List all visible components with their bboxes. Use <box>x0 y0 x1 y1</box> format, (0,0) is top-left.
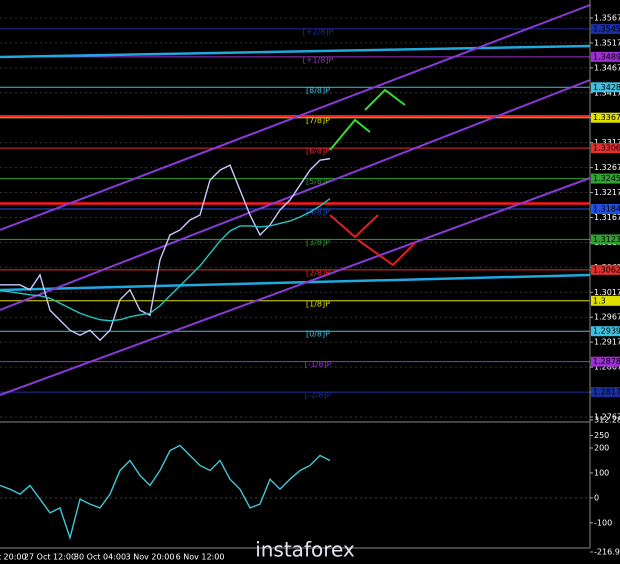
price-tag-label: 1.3545 <box>593 24 620 33</box>
x-tick-label: 6 Nov 12:00 <box>176 553 225 562</box>
watermark: instaforex <box>255 538 355 562</box>
price-tag-label: 1.2817 <box>593 388 620 397</box>
x-tick-label: 3 Nov 20:00 <box>126 553 175 562</box>
price-tag-label: 1.3 <box>593 296 606 305</box>
long-trend-line <box>0 273 591 292</box>
y-tick-label: 1.3517 <box>594 38 620 47</box>
level-label: [3/8]P <box>306 238 330 247</box>
y-tick-label: 250 <box>594 431 609 440</box>
level-label: [8/8]P <box>306 86 330 95</box>
price-tag <box>591 234 620 245</box>
x-tick-label: 30 Oct 04:00 <box>74 553 126 562</box>
x-tick-label: 27 Oct 12:00 <box>24 553 76 562</box>
up-arrow <box>329 118 371 151</box>
y-tick-label: 1.3017 <box>594 288 620 297</box>
price-tag <box>591 23 620 34</box>
channel-line <box>0 79 591 311</box>
price-tag-label: 1.3245 <box>593 174 620 183</box>
y-tick-label: 0 <box>594 493 599 502</box>
y-tick-label: 1.3267 <box>594 163 620 172</box>
level-label: [5/8]P <box>306 177 330 186</box>
price-tag-label: 1.3306 <box>593 144 620 153</box>
price-tag-label: 1.3184 <box>593 205 620 214</box>
price-tag <box>591 356 620 367</box>
price-tag <box>591 264 620 275</box>
y-tick-label: 1.3167 <box>594 213 620 222</box>
y-tick-label: 100 <box>594 468 609 477</box>
series-line <box>0 197 331 322</box>
price-tag <box>591 204 620 215</box>
price-tag <box>591 173 620 184</box>
y-tick-label: 312.2872 <box>594 416 620 425</box>
y-tick-label: 1.2917 <box>594 338 620 347</box>
y-tick-label: 1.3317 <box>594 138 620 147</box>
series-line <box>0 157 331 342</box>
level-label: [-1/8]P <box>305 360 332 369</box>
long-trend-line <box>0 44 591 59</box>
price-tag <box>591 51 620 62</box>
price-tag-label: 1.3489 <box>593 52 620 61</box>
level-label: [0/8]P <box>306 330 330 339</box>
y-tick-label: 1.2967 <box>594 313 620 322</box>
level-label: [-2/8]P <box>305 391 332 400</box>
y-tick-label: 1.3417 <box>594 88 620 97</box>
forecast-arrows <box>329 88 416 267</box>
price-tag-label: 1.3367 <box>593 113 620 122</box>
level-label: [+1/8]P <box>303 55 334 64</box>
y-tick-label: 200 <box>594 444 609 453</box>
level-label: [+2/8]P <box>303 27 334 36</box>
level-label: [4/8]P <box>306 208 330 217</box>
channel-line <box>0 177 591 396</box>
price-tag <box>591 112 620 123</box>
price-tag <box>591 387 620 398</box>
y-tick-label: 1.2767 <box>594 413 620 422</box>
up-arrow <box>364 88 406 111</box>
price-tag <box>591 82 620 93</box>
price-tag-label: 1.3062 <box>593 265 620 274</box>
price-tag-label: 1.2878 <box>593 357 620 366</box>
level-label: [1/8]P <box>306 299 330 308</box>
level-label: [6/8]P <box>306 147 330 156</box>
level-label: [7/8]P <box>306 116 330 125</box>
price-tag-label: 1.3123 <box>593 235 620 244</box>
series-line <box>0 444 331 541</box>
down-arrow <box>357 239 416 267</box>
price-tag <box>591 295 620 306</box>
price-tag-label: 1.2939 <box>593 327 620 336</box>
price-tag <box>591 143 620 154</box>
y-tick-label: 1.2867 <box>594 363 620 372</box>
y-tick-label: -216.914 <box>594 548 620 557</box>
y-tick-label: 1.3217 <box>594 188 620 197</box>
price-tag <box>591 326 620 337</box>
down-arrow <box>329 214 379 239</box>
x-tick-label: ct 20:00 <box>0 553 27 562</box>
price-tag-label: 1.3428 <box>593 83 620 92</box>
y-tick-label: 1.3567 <box>594 13 620 22</box>
y-tick-label: -100 <box>594 518 612 527</box>
y-tick-label: 1.3467 <box>594 63 620 72</box>
channel-line <box>0 4 591 231</box>
level-label: [2/8]P <box>306 268 330 277</box>
